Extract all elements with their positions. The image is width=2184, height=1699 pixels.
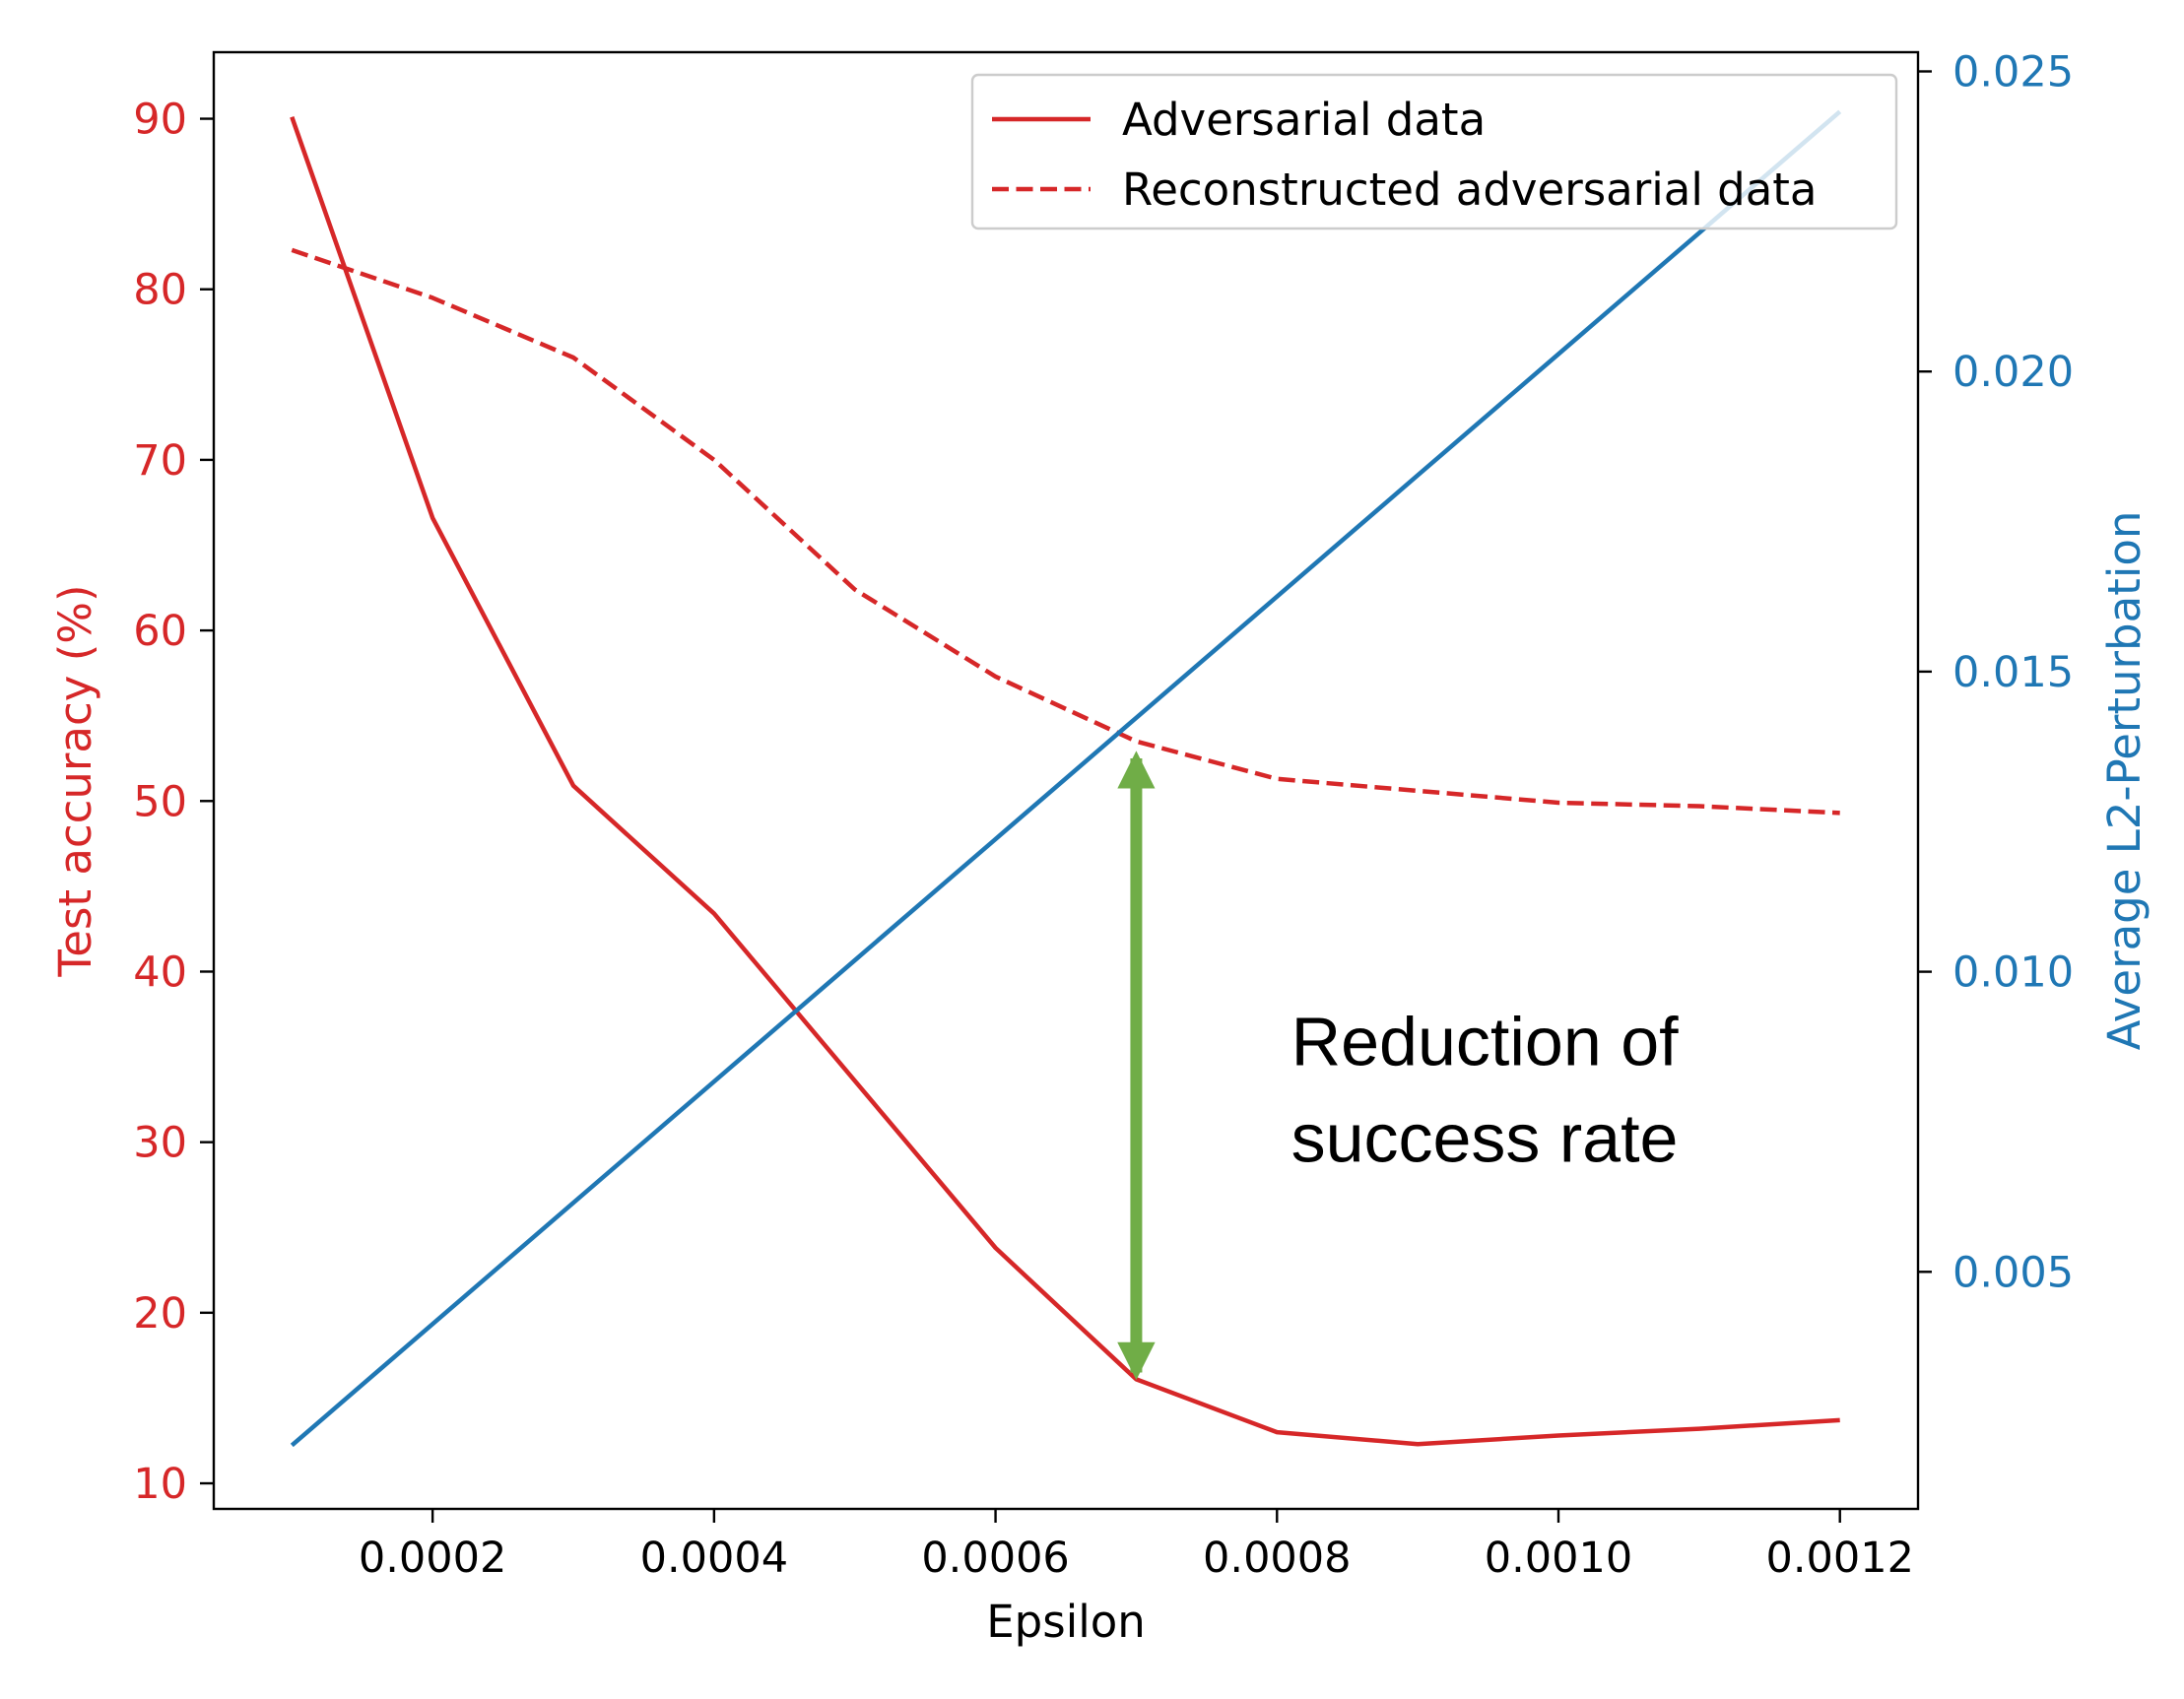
y-right-tick-label: 0.015 <box>1952 648 2074 697</box>
y-left-tick-label: 90 <box>133 96 187 145</box>
x-tick-label: 0.0008 <box>1203 1534 1351 1583</box>
y-right-axis-title: Average L2-Perturbation <box>2098 511 2151 1051</box>
y-left-axis-ticks: 10 20 30 40 50 60 70 80 90 <box>133 96 214 1509</box>
plot-frame <box>212 50 1920 1511</box>
y-right-axis-ticks: 0.005 0.010 0.015 0.020 0.025 <box>1918 48 2074 1297</box>
x-axis-title: Epsilon <box>986 1596 1146 1648</box>
y-left-tick-label: 40 <box>133 948 187 997</box>
y-right-tick-label: 0.020 <box>1952 348 2074 397</box>
series-line-adversarial <box>290 116 1840 1447</box>
x-tick-label: 0.0004 <box>640 1534 788 1583</box>
y-right-tick-label: 0.010 <box>1952 948 2074 998</box>
y-right-tick-label: 0.025 <box>1952 48 2074 98</box>
series-line-l2-perturbation <box>290 109 1842 1448</box>
annotation-text-line-2: success rate <box>1291 1100 1679 1177</box>
y-left-tick-label: 60 <box>133 607 187 656</box>
legend-label-adversarial: Adversarial data <box>1122 94 1486 146</box>
y-left-tick-label: 50 <box>133 777 187 826</box>
x-tick-label: 0.0012 <box>1765 1534 1913 1583</box>
y-left-tick-label: 70 <box>133 436 187 486</box>
series-line-reconstructed <box>291 247 1840 816</box>
annotation-text-line-1: Reduction of <box>1291 1004 1680 1080</box>
y-left-tick-label: 30 <box>133 1119 187 1168</box>
legend-box <box>970 73 1898 230</box>
y-left-tick-label: 80 <box>133 266 187 315</box>
y-right-tick-label: 0.005 <box>1952 1248 2074 1297</box>
y-left-tick-label: 10 <box>133 1460 187 1509</box>
x-axis-ticks: 0.0002 0.0004 0.0006 0.0008 0.0010 0.0012 <box>359 1509 1914 1583</box>
x-tick-label: 0.0002 <box>359 1534 506 1583</box>
annotation: Reduction of success rate <box>1117 751 1680 1381</box>
legend: Adversarial data Reconstructed adversari… <box>970 73 1898 230</box>
legend-label-reconstructed: Reconstructed adversarial data <box>1122 163 1818 216</box>
plot-lines <box>290 109 1842 1448</box>
x-tick-label: 0.0006 <box>921 1534 1069 1583</box>
y-left-tick-label: 20 <box>133 1289 187 1339</box>
x-tick-label: 0.0010 <box>1485 1534 1632 1583</box>
y-left-axis-title: Test accuracy (%) <box>49 584 101 977</box>
